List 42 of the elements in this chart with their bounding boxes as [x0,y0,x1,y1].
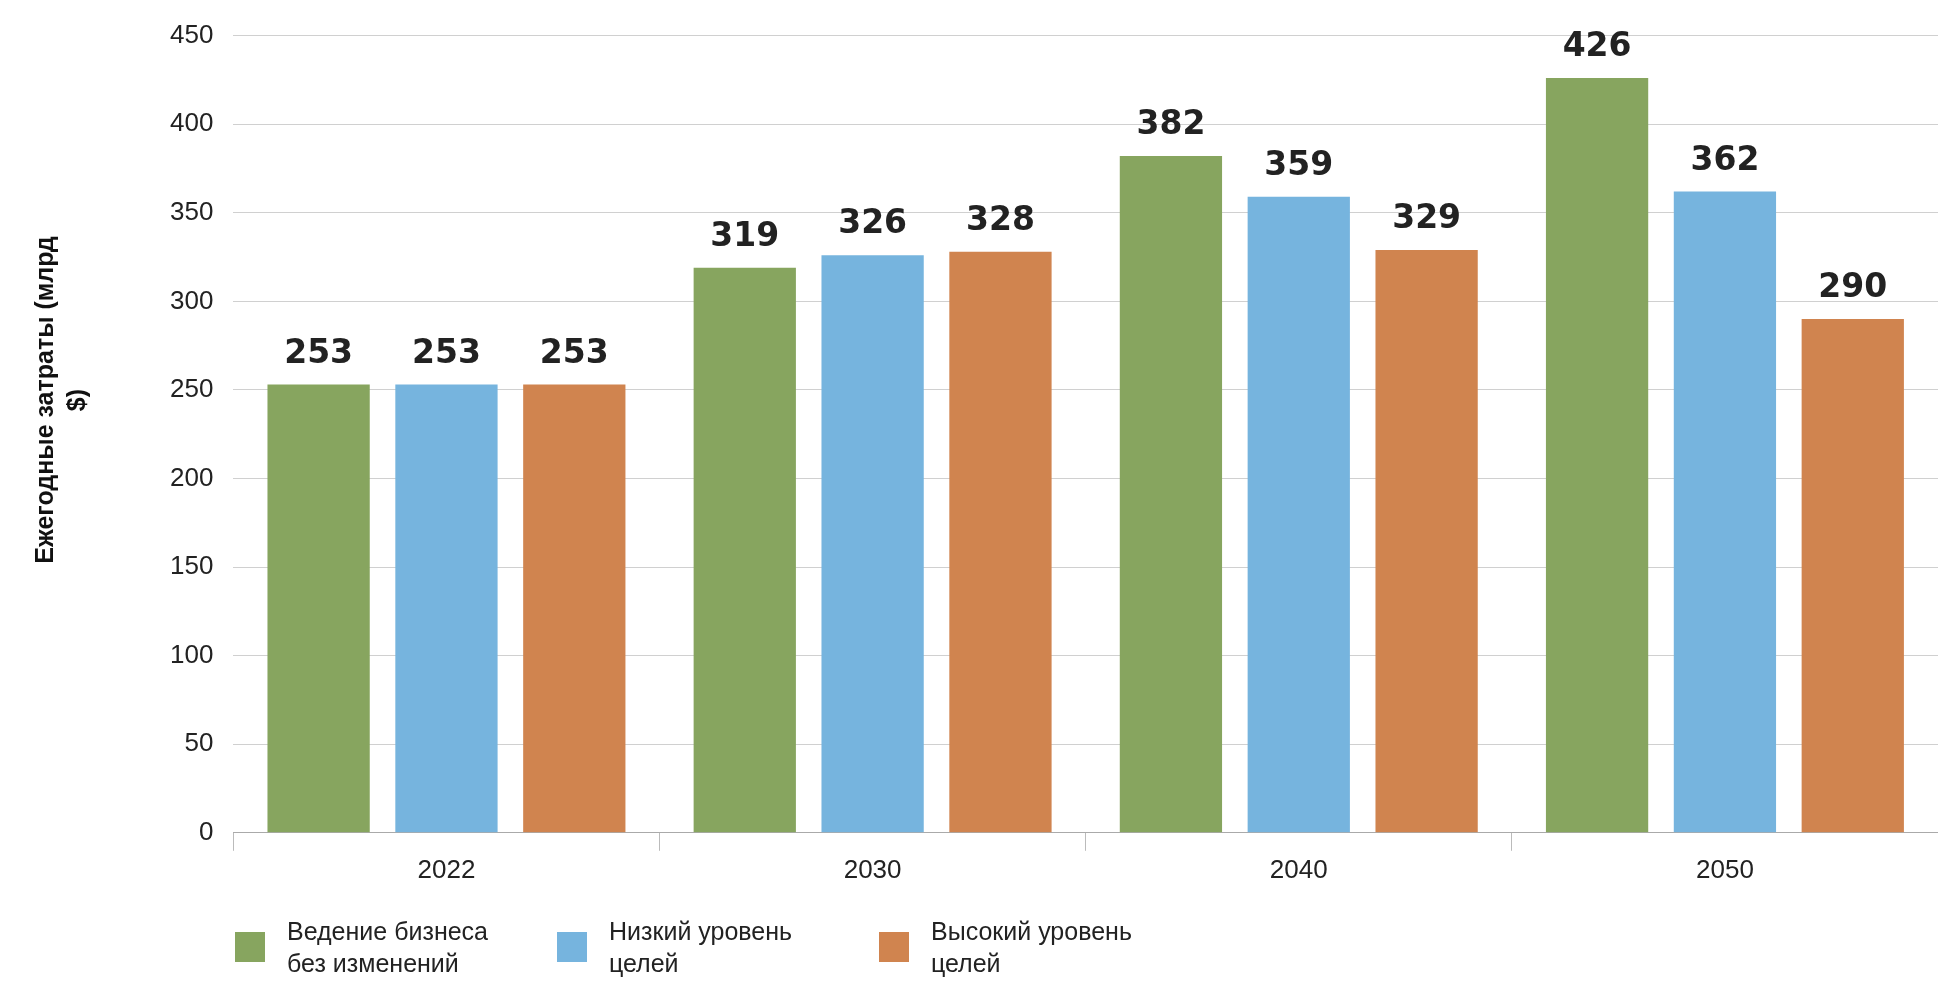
y-axis-title: Ежегодные затраты (млрд $) [29,235,91,566]
y-tick-label: 150 [169,550,214,581]
bar [1673,191,1777,833]
bar [1375,249,1478,833]
y-tick-label: 300 [169,284,214,315]
data-label: 253 [284,331,354,371]
legend-label: Ведение бизнеса без изменений [287,916,489,979]
y-tick-label: 250 [169,373,214,404]
bar [1545,78,1649,833]
x-tick-label: 2050 [1696,853,1754,884]
bar [949,251,1052,833]
data-label: 253 [412,331,481,371]
x-tick-label: 2022 [417,853,476,884]
data-label: 290 [1818,266,1888,306]
bar [1801,319,1904,833]
data-label: 362 [1690,138,1760,178]
bar [523,384,626,833]
y-tick-label: 50 [184,727,214,758]
bar [395,384,498,833]
y-tick-label: 0 [198,815,214,846]
legend-label: Низкий уровень целей [609,916,794,979]
bar [1247,196,1350,833]
data-label: 328 [966,198,1035,238]
data-label: 426 [1562,25,1632,65]
y-tick-label: 350 [169,195,214,226]
y-tick-label: 100 [169,638,214,669]
bar [693,267,796,833]
bar [821,255,924,833]
data-label: 359 [1264,143,1334,183]
data-label: 326 [838,202,908,242]
x-tick-label: 2030 [843,853,902,884]
legend-label: Высокий уровень целей [931,916,1133,979]
data-label: 253 [539,331,609,371]
data-label: 382 [1136,103,1206,143]
y-tick-label: 450 [169,18,214,49]
bar [1119,156,1223,833]
y-tick-label: 200 [169,461,214,492]
data-label: 329 [1392,197,1462,237]
y-tick-label: 400 [169,107,214,138]
bar [267,384,370,833]
data-label: 319 [710,214,780,254]
x-tick-label: 2040 [1269,853,1328,884]
